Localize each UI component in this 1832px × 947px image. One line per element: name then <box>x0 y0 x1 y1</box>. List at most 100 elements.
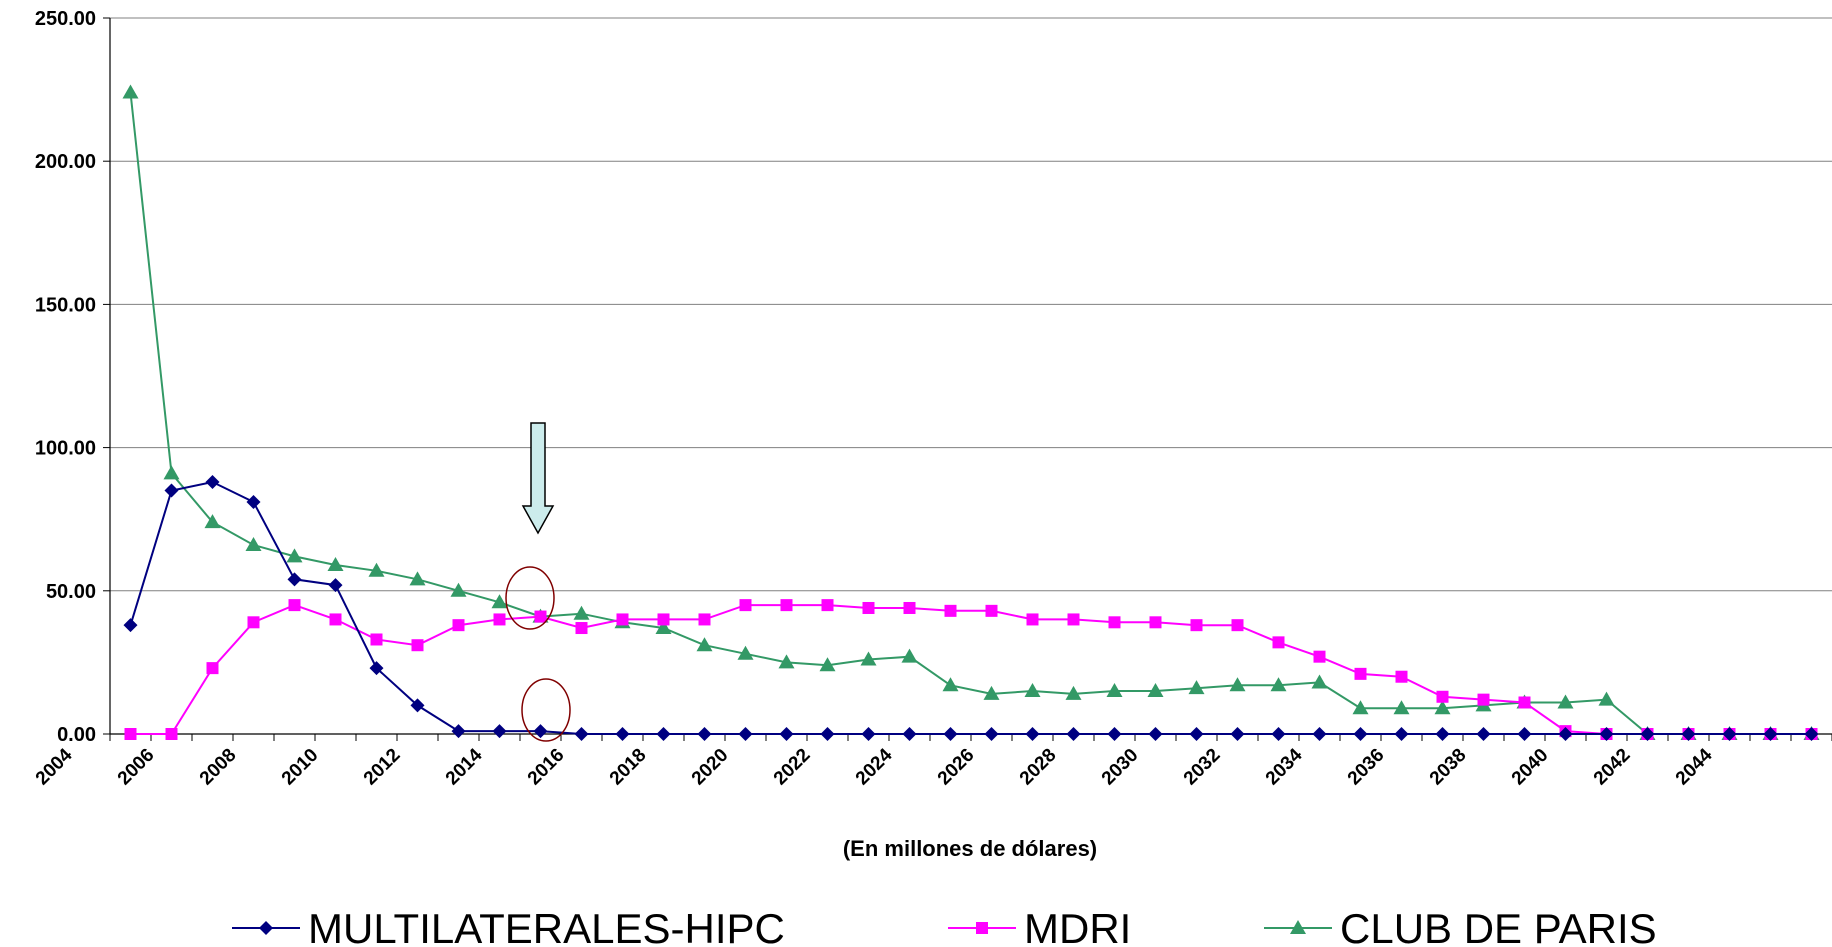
data-point <box>246 495 261 510</box>
data-point <box>657 613 670 626</box>
series-line <box>129 480 1812 735</box>
data-point <box>1393 700 1410 715</box>
data-point <box>819 657 836 672</box>
data-point <box>533 724 548 739</box>
data-point <box>737 645 754 660</box>
x-tick-label: 2028 <box>1016 745 1061 790</box>
data-point <box>1557 694 1574 709</box>
y-tick-label: 150.00 <box>35 294 96 316</box>
legend-item: CLUB DE PARIS <box>1264 905 1657 947</box>
data-point <box>903 601 916 614</box>
data-point <box>1272 636 1285 649</box>
y-tick-label: 200.00 <box>35 151 96 173</box>
series-line <box>130 604 1812 735</box>
x-tick-label: 2044 <box>1672 744 1717 789</box>
data-point <box>451 724 466 739</box>
data-point <box>1435 727 1450 741</box>
data-point <box>411 639 424 652</box>
data-point <box>738 727 753 741</box>
data-point <box>1026 613 1039 626</box>
x-tick-label: 2032 <box>1180 745 1225 790</box>
x-tick-label: 2016 <box>524 745 569 790</box>
data-point <box>1353 727 1368 741</box>
x-axis-ticks: 2004 2006 2008 2010 2012 2014 2016 2018 2020 2022… <box>32 744 1717 789</box>
data-point <box>329 613 342 626</box>
data-point <box>122 84 139 99</box>
data-point <box>287 572 302 587</box>
legend: MULTILATERALES-HIPC MDRI CLUB DE PARIS <box>232 905 1657 947</box>
data-point <box>861 727 876 741</box>
data-point <box>1025 727 1040 741</box>
data-point <box>452 619 465 632</box>
data-point <box>1598 691 1615 706</box>
data-point <box>1066 727 1081 741</box>
data-point <box>984 727 999 741</box>
data-point <box>1436 690 1449 703</box>
data-point <box>860 651 877 666</box>
data-point <box>1106 683 1123 698</box>
y-axis-ticks: 0.00 50.00 100.00 150.00 200.00 250.00 <box>35 8 96 746</box>
x-tick-label: 2038 <box>1426 745 1471 790</box>
data-point <box>492 724 507 739</box>
data-point <box>1108 616 1121 629</box>
x-tick-label: 2012 <box>360 745 405 790</box>
data-point <box>779 727 794 741</box>
data-point <box>1681 727 1696 741</box>
legend-label: MULTILATERALES-HIPC <box>308 905 785 947</box>
data-point <box>942 677 959 692</box>
data-point <box>327 557 344 572</box>
x-tick-label: 2008 <box>196 745 241 790</box>
legend-marker <box>259 921 273 935</box>
x-tick-label: 2034 <box>1262 744 1307 789</box>
data-point <box>656 727 671 741</box>
x-axis-title: (En millones de dólares) <box>843 836 1097 861</box>
data-point <box>1312 727 1327 741</box>
x-tick-label: 2004 <box>32 744 77 789</box>
data-point <box>163 465 180 480</box>
data-point <box>1476 727 1491 741</box>
data-point <box>1352 700 1369 715</box>
data-point <box>1311 674 1328 689</box>
data-point <box>1231 619 1244 632</box>
data-point <box>204 514 221 529</box>
x-tick-label: 2040 <box>1508 745 1553 790</box>
data-point <box>983 685 1000 700</box>
data-point <box>288 599 301 612</box>
data-point <box>1640 727 1655 741</box>
data-point <box>739 599 752 612</box>
data-point <box>124 728 137 740</box>
data-point <box>1477 693 1490 706</box>
legend-marker <box>976 922 988 934</box>
series-lines <box>122 84 1820 741</box>
data-point <box>409 571 426 586</box>
data-point <box>615 727 630 741</box>
data-point <box>1518 696 1531 709</box>
data-point <box>1065 685 1082 700</box>
data-point <box>1188 680 1205 695</box>
data-point <box>286 548 303 563</box>
data-point <box>820 727 835 741</box>
data-point <box>493 613 506 626</box>
legend-label: CLUB DE PARIS <box>1340 905 1657 947</box>
data-point <box>1270 677 1287 692</box>
data-point <box>165 728 178 740</box>
x-tick-label: 2010 <box>278 745 323 790</box>
data-point <box>697 727 712 741</box>
legend-item: MULTILATERALES-HIPC <box>232 905 785 947</box>
data-point <box>655 620 672 635</box>
highlight-circle <box>505 566 555 630</box>
data-point <box>1107 727 1122 741</box>
data-point <box>780 599 793 612</box>
series-mdri <box>124 599 1818 740</box>
data-point <box>245 536 262 551</box>
data-point <box>943 727 958 741</box>
data-point <box>1190 619 1203 632</box>
data-point <box>1434 700 1451 715</box>
x-tick-label: 2020 <box>688 745 733 790</box>
data-point <box>1189 727 1204 741</box>
series-line <box>129 92 1812 735</box>
x-tick-label: 2018 <box>606 745 651 790</box>
x-tick-label: 2036 <box>1344 745 1389 790</box>
